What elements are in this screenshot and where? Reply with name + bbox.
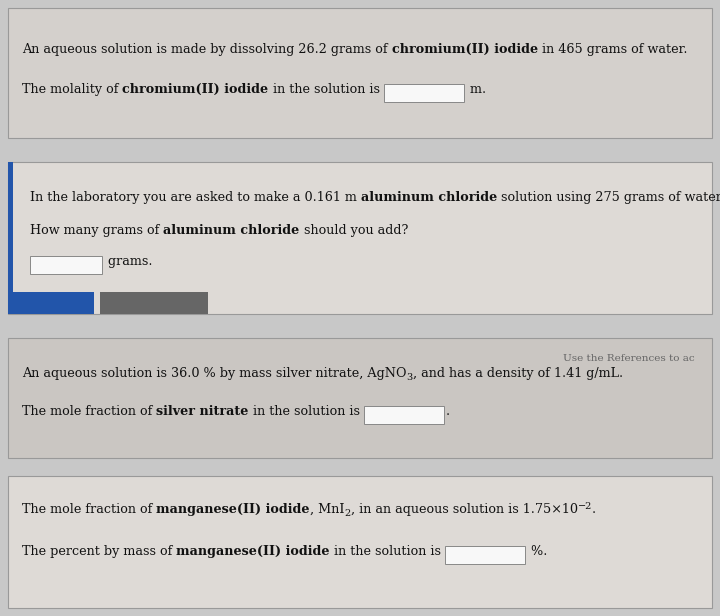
Bar	[8, 162, 13, 314]
Text: in 465 grams of water.: in 465 grams of water.	[538, 43, 688, 56]
Text: An aqueous solution is 36.0 % by mass silver nitrate, AgNO: An aqueous solution is 36.0 % by mass si…	[22, 367, 407, 380]
Text: aluminum chloride: aluminum chloride	[163, 224, 300, 237]
Text: chromium(II) iodide: chromium(II) iodide	[392, 43, 538, 56]
Text: An aqueous solution is made by dissolving 26.2 grams of: An aqueous solution is made by dissolvin…	[22, 43, 392, 56]
Text: chromium(II) iodide: chromium(II) iodide	[122, 83, 269, 96]
Text: 3: 3	[407, 373, 413, 382]
Bar	[30, 256, 102, 274]
Text: 2: 2	[344, 509, 351, 518]
Text: aluminum chloride: aluminum chloride	[361, 191, 497, 204]
Text: in the solution is: in the solution is	[269, 83, 384, 96]
Text: in the solution is: in the solution is	[248, 405, 364, 418]
Bar	[384, 84, 464, 102]
Text: How many grams of: How many grams of	[30, 224, 163, 237]
Text: manganese(II) iodide: manganese(II) iodide	[176, 545, 330, 558]
Bar	[8, 338, 712, 458]
Bar	[8, 292, 94, 314]
Bar	[8, 162, 712, 314]
Text: in the solution is: in the solution is	[330, 545, 445, 558]
Bar	[364, 406, 444, 424]
Text: %.: %.	[527, 545, 547, 558]
Text: The mole fraction of: The mole fraction of	[22, 503, 156, 516]
Text: , and has a density of 1.41 g/mL.: , and has a density of 1.41 g/mL.	[413, 367, 623, 380]
Text: The percent by mass of: The percent by mass of	[22, 545, 176, 558]
Text: manganese(II) iodide: manganese(II) iodide	[156, 503, 310, 516]
Bar	[445, 546, 525, 564]
Text: m.: m.	[466, 83, 486, 96]
Text: , MnI: , MnI	[310, 503, 344, 516]
Bar	[8, 8, 712, 138]
Text: grams.: grams.	[104, 255, 153, 268]
Text: silver nitrate: silver nitrate	[156, 405, 248, 418]
Text: Use the References to ac: Use the References to ac	[563, 354, 695, 363]
Text: .: .	[592, 503, 596, 516]
Text: −2: −2	[577, 502, 592, 511]
Text: The mole fraction of: The mole fraction of	[22, 405, 156, 418]
Text: .: .	[446, 405, 450, 418]
Bar	[8, 476, 712, 608]
Text: solution using 275 grams of water.: solution using 275 grams of water.	[497, 191, 720, 204]
Text: The molality of: The molality of	[22, 83, 122, 96]
Bar	[100, 292, 208, 314]
Text: , in an aqueous solution is 1.75×10: , in an aqueous solution is 1.75×10	[351, 503, 577, 516]
Text: should you add?: should you add?	[300, 224, 408, 237]
Text: In the laboratory you are asked to make a 0.161 m: In the laboratory you are asked to make …	[30, 191, 361, 204]
